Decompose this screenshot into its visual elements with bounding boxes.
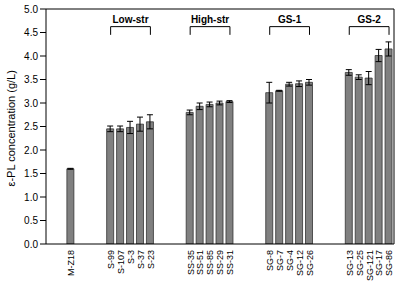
svg-text:3.0: 3.0: [24, 98, 38, 109]
svg-text:1.5: 1.5: [24, 168, 38, 179]
svg-text:S-99: S-99: [106, 250, 116, 269]
svg-text:SG-12: SG-12: [295, 250, 305, 276]
svg-text:SS-51: SS-51: [196, 250, 206, 275]
svg-text:SG-121: SG-121: [365, 250, 375, 281]
svg-text:SG-4: SG-4: [285, 250, 295, 271]
svg-text:SG-7: SG-7: [275, 250, 285, 271]
svg-text:S-3: S-3: [126, 250, 136, 264]
svg-text:S-37: S-37: [136, 250, 146, 269]
svg-text:Low-str: Low-str: [112, 14, 148, 25]
svg-text:SS-29: SS-29: [215, 250, 225, 275]
svg-text:SG-17: SG-17: [374, 250, 384, 276]
svg-text:1.0: 1.0: [24, 192, 38, 203]
svg-text:SG-8: SG-8: [265, 250, 275, 271]
svg-text:2.0: 2.0: [24, 145, 38, 156]
svg-text:0.0: 0.0: [24, 239, 38, 250]
svg-text:SG-13: SG-13: [345, 250, 355, 276]
svg-text:SS-35: SS-35: [186, 250, 196, 275]
svg-text:High-str: High-str: [191, 14, 229, 25]
svg-text:SS-85: SS-85: [205, 250, 215, 275]
svg-text:0.5: 0.5: [24, 215, 38, 226]
svg-text:2.5: 2.5: [24, 121, 38, 132]
svg-text:SG-86: SG-86: [384, 250, 392, 276]
svg-text:S-23: S-23: [146, 250, 156, 269]
svg-text:S-107: S-107: [116, 250, 126, 274]
svg-text:4.5: 4.5: [24, 27, 38, 38]
svg-text:GS-2: GS-2: [357, 14, 381, 25]
svg-text:ε-PL concentration (g/L): ε-PL concentration (g/L): [8, 70, 17, 186]
svg-text:GS-1: GS-1: [278, 14, 302, 25]
svg-text:4.0: 4.0: [24, 51, 38, 62]
svg-text:5.0: 5.0: [24, 4, 38, 15]
svg-text:3.5: 3.5: [24, 74, 38, 85]
svg-text:SS-31: SS-31: [225, 250, 235, 275]
svg-text:M-Z18: M-Z18: [66, 250, 76, 276]
svg-text:SG-25: SG-25: [355, 250, 365, 276]
svg-text:SG-26: SG-26: [305, 250, 315, 276]
